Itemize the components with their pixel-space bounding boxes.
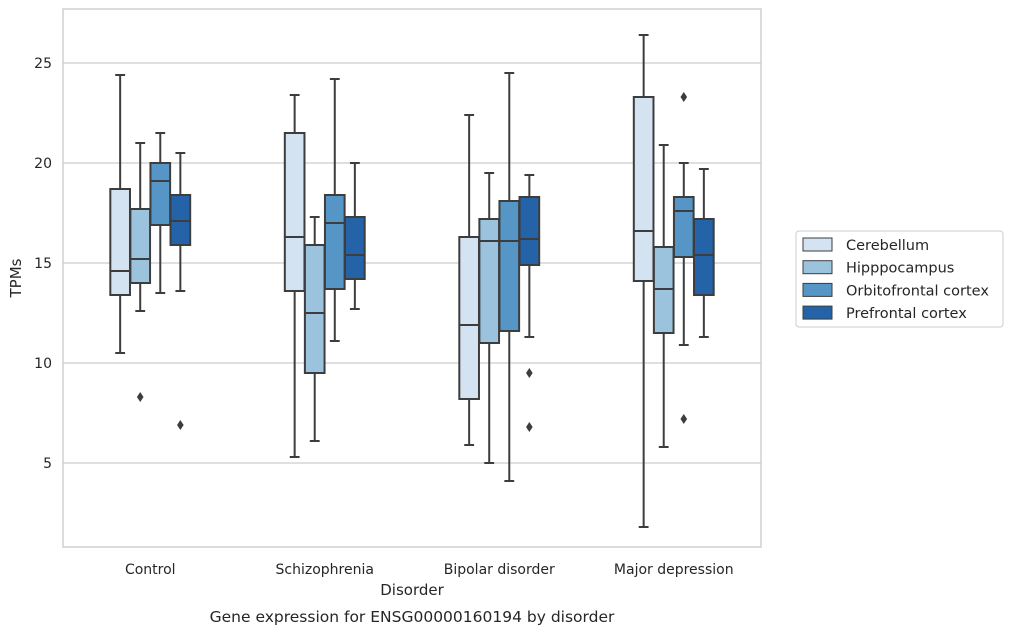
outlier-point: [526, 422, 533, 432]
y-tick-label: 10: [34, 356, 52, 372]
iqr-box: [149, 162, 172, 226]
box: [693, 168, 715, 338]
x-axis-label: Disorder: [380, 581, 444, 599]
legend-swatch: [802, 305, 833, 320]
x-tick-labels: Control Schizophrenia Bipolar disorder Majo…: [125, 562, 734, 578]
plot-frame: [62, 8, 762, 548]
x-tick-label: Bipolar disorder: [444, 562, 555, 578]
y-axis-label: TPMs: [7, 258, 25, 298]
iqr-box: [693, 218, 715, 296]
outlier-point: [177, 420, 184, 430]
iqr-box: [323, 194, 346, 290]
y-tick-labels: 5 10 15 20 25: [34, 56, 52, 472]
iqr-box: [498, 200, 521, 332]
box: [652, 144, 675, 448]
legend-entries: Cerebellum Hipppocampus Orbitofrontal cort…: [802, 237, 989, 322]
box-series: [109, 34, 715, 528]
iqr-box: [458, 236, 480, 400]
x-tick-label: Major depression: [614, 562, 734, 578]
legend-frame: [795, 230, 1004, 328]
legend-swatch: [802, 260, 833, 275]
box: [169, 152, 192, 430]
box: [672, 92, 695, 424]
legend-label: Cerebellum: [846, 238, 929, 254]
iqr-box: [109, 188, 131, 296]
x-tick-label: Schizophrenia: [276, 562, 374, 578]
iqr-box: [478, 218, 501, 344]
y-tick-label: 25: [34, 56, 52, 72]
iqr-box: [129, 208, 152, 284]
iqr-box: [672, 196, 695, 258]
y-tick-label: 20: [34, 156, 52, 172]
legend-swatch: [802, 237, 833, 252]
legend: Cerebellum Hipppocampus Orbitofrontal cort…: [795, 230, 1004, 328]
box: [344, 162, 366, 310]
outlier-point: [136, 392, 144, 402]
box: [303, 216, 326, 442]
box: [632, 34, 655, 528]
x-tick-label: Control: [125, 562, 176, 578]
iqr-box: [283, 132, 306, 292]
iqr-box: [632, 96, 655, 282]
y-tick-label: 15: [34, 256, 52, 272]
box: [498, 72, 521, 482]
outlier-point: [526, 368, 533, 378]
box: [149, 132, 172, 294]
box: [518, 174, 541, 432]
box: [129, 142, 152, 402]
legend-swatch: [802, 282, 833, 297]
box: [109, 74, 131, 354]
y-tick-label: 5: [43, 456, 52, 472]
legend-label: Prefrontal cortex: [846, 306, 967, 322]
legend-label: Orbitofrontal cortex: [846, 283, 989, 299]
chart-title: Gene expression for ENSG00000160194 by d…: [210, 608, 615, 626]
box: [283, 94, 306, 458]
iqr-box: [344, 216, 366, 280]
iqr-box: [303, 244, 326, 374]
outlier-point: [680, 92, 688, 102]
legend-label: Hipppocampus: [846, 261, 954, 277]
outlier-point: [680, 414, 688, 424]
iqr-box: [518, 196, 541, 266]
